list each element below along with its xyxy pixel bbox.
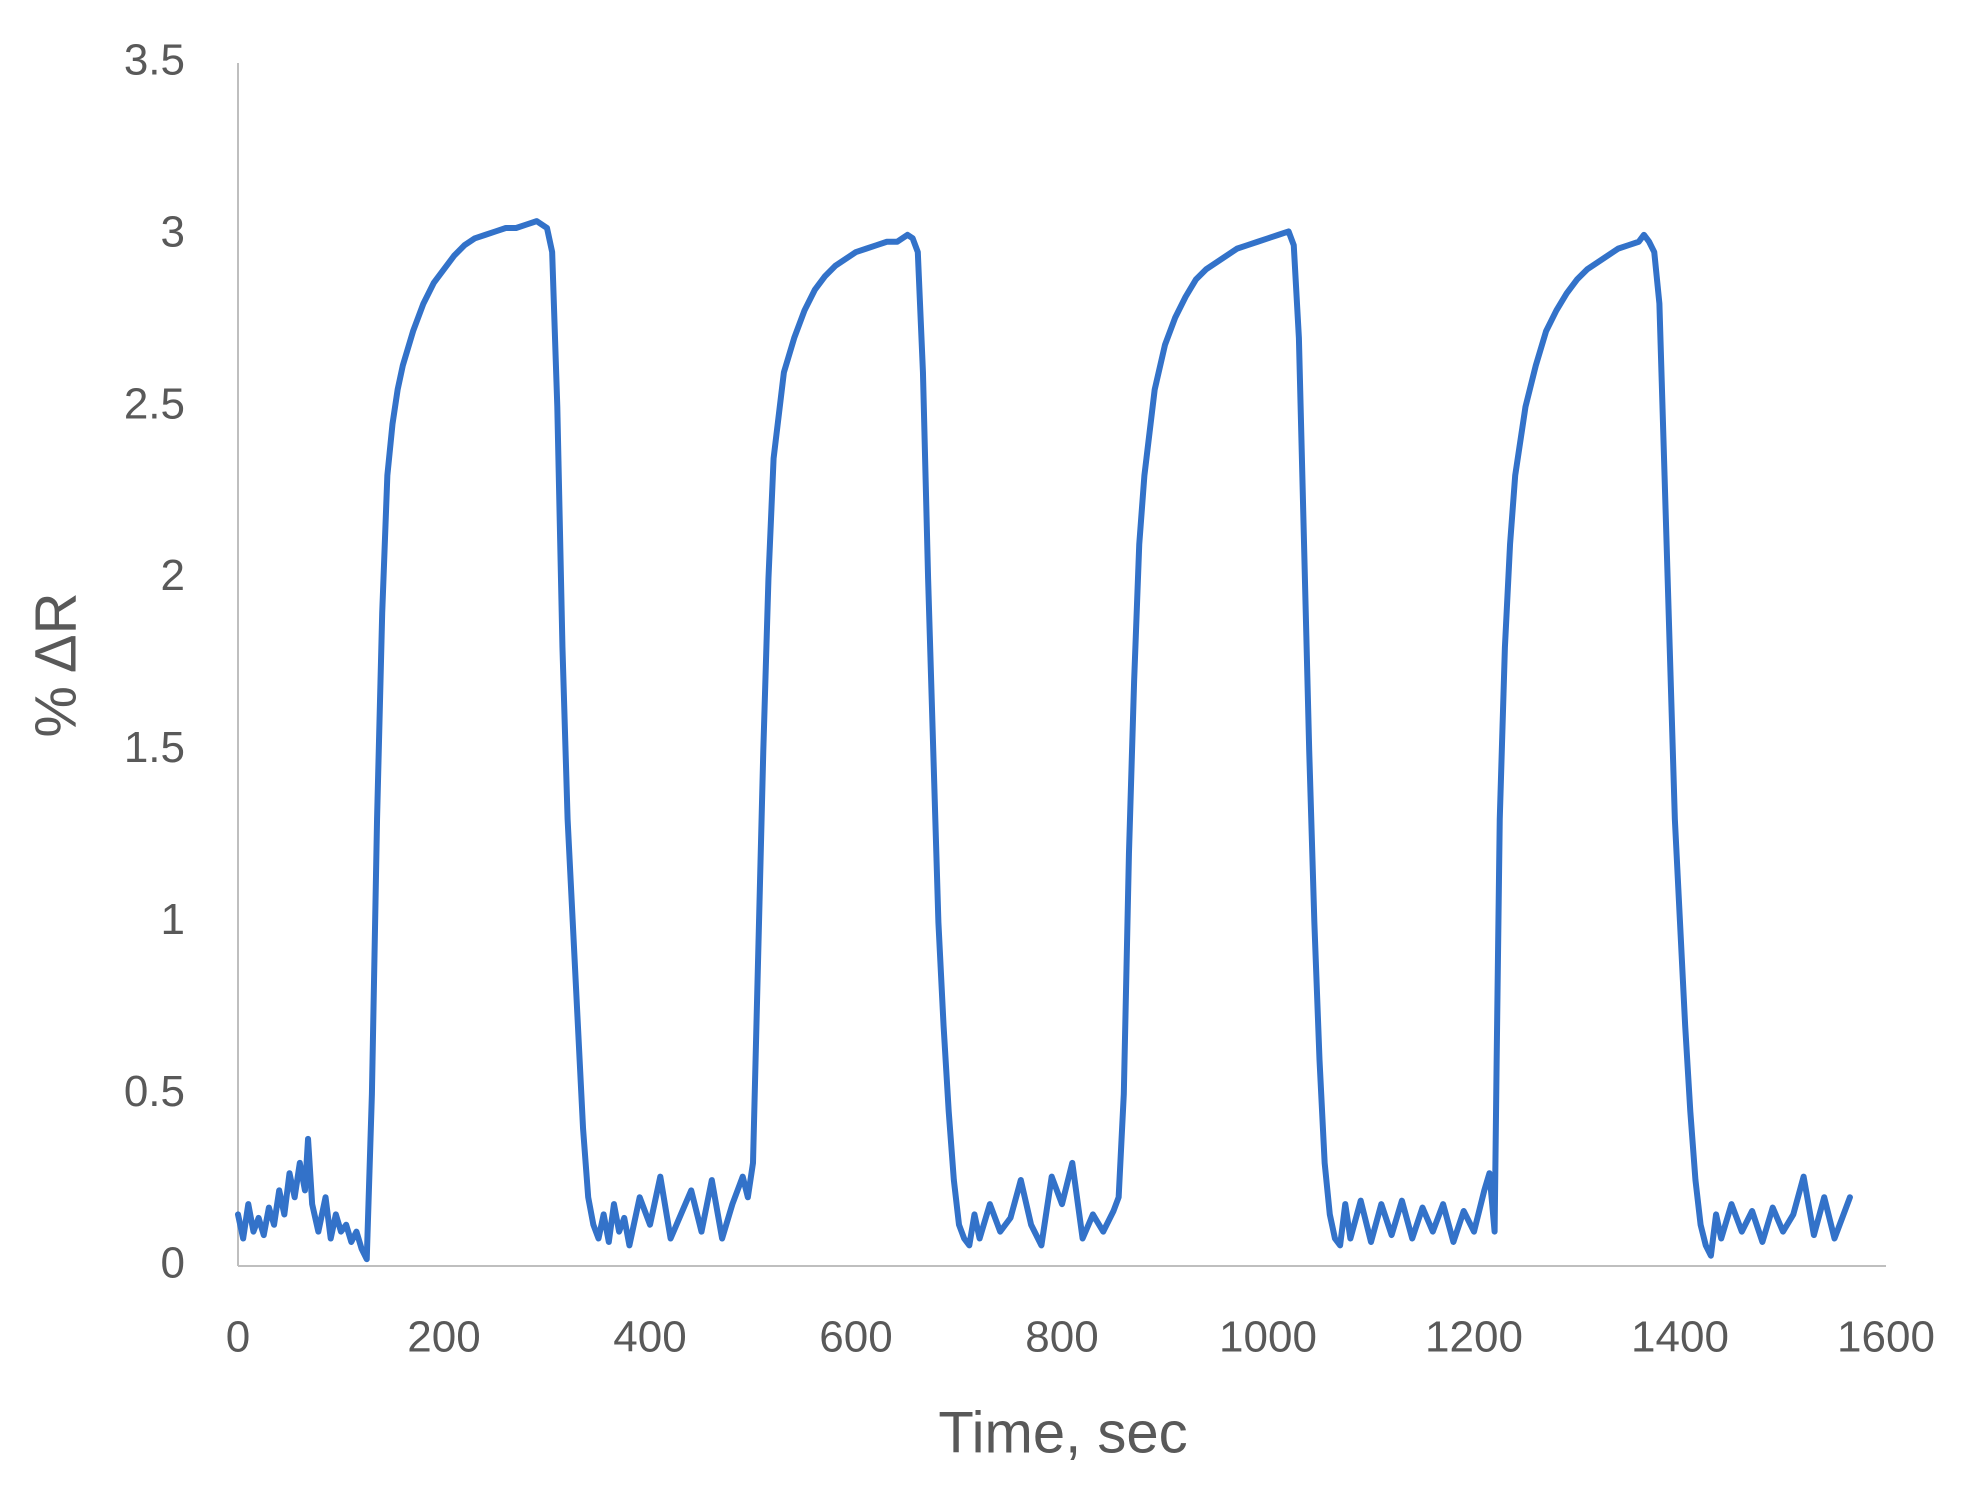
y-tick-label: 0: [161, 1239, 185, 1288]
x-tick-label: 0: [226, 1313, 250, 1362]
x-tick-label: 800: [1025, 1313, 1098, 1362]
y-tick-label: 3: [161, 207, 185, 256]
y-tick-label: 1: [161, 895, 185, 944]
y-tick-label: 3.5: [124, 36, 185, 85]
x-tick-label: 1600: [1837, 1313, 1935, 1362]
y-axis-title: % ΔR: [23, 592, 88, 737]
y-tick-label: 1.5: [124, 723, 185, 772]
y-tick-label: 0.5: [124, 1067, 185, 1116]
x-tick-label: 1200: [1425, 1313, 1523, 1362]
x-tick-label: 1400: [1631, 1313, 1729, 1362]
x-tick-label: 1000: [1219, 1313, 1317, 1362]
x-tick-label: 600: [819, 1313, 892, 1362]
x-tick-label: 400: [613, 1313, 686, 1362]
y-tick-label: 2: [161, 551, 185, 600]
y-tick-label: 2.5: [124, 379, 185, 428]
data-line: [235, 218, 1853, 1263]
x-axis-title: Time, sec: [938, 1400, 1187, 1465]
x-tick-label: 200: [407, 1313, 480, 1362]
